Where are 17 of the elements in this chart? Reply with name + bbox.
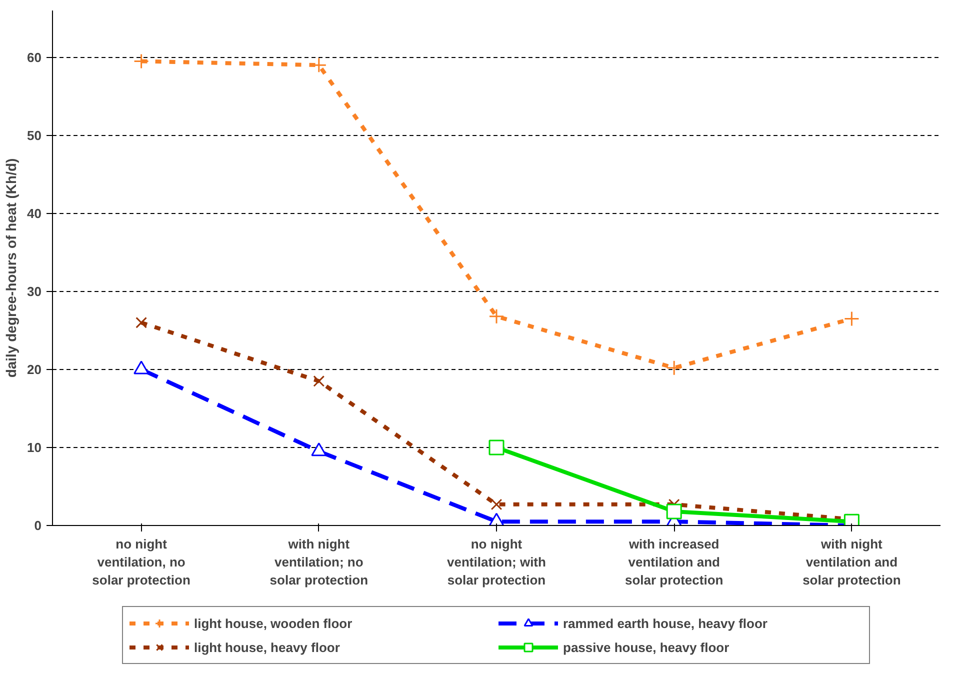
legend-label: light house, wooden floor (194, 616, 354, 630)
y-tick-label: 10 (27, 440, 42, 455)
y-tick-label: 20 (27, 362, 42, 377)
x-tick-label: no night ventilation, no solar protection (92, 536, 190, 588)
x-tick-label: with night ventilation and solar protection (802, 536, 901, 588)
legend-label: passive house, heavy floor (563, 640, 730, 654)
y-axis-title: daily degree-hours of heat (Kh/d) (3, 158, 20, 378)
y-tick-label: 30 (27, 284, 42, 299)
y-tick-label: 0 (34, 518, 42, 533)
legend-label: light house, heavy floor (194, 640, 341, 654)
y-tick-label: 60 (27, 50, 42, 65)
x-tick-label: with increased ventilation and solar protection (624, 536, 724, 588)
x-tick-label: no night ventilation; with solar protection (447, 536, 546, 588)
legend-label: rammed earth house, heavy floor (563, 616, 768, 630)
y-tick-label: 40 (27, 206, 42, 221)
x-tick-label: with night ventilation; no solar protection (270, 536, 368, 588)
y-tick-label: 50 (27, 128, 42, 143)
